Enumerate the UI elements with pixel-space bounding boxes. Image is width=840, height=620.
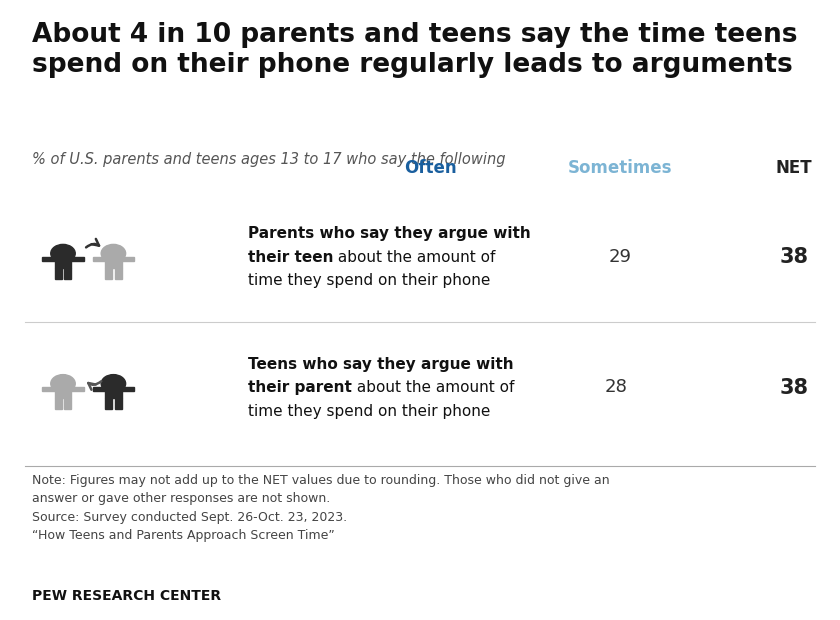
Text: NET: NET: [775, 159, 812, 177]
Text: 38: 38: [780, 378, 808, 397]
Text: 10: 10: [418, 378, 444, 397]
Text: About 4 in 10 parents and teens say the time teens
spend on their phone regularl: About 4 in 10 parents and teens say the …: [32, 22, 797, 78]
Text: their parent: their parent: [248, 380, 352, 395]
Text: Teens who say they argue with: Teens who say they argue with: [248, 356, 513, 371]
Text: Sometimes: Sometimes: [568, 159, 673, 177]
Text: their teen: their teen: [248, 250, 333, 265]
Text: Note: Figures may not add up to the NET values due to rounding. Those who did no: Note: Figures may not add up to the NET …: [32, 474, 610, 542]
Text: Often: Often: [405, 159, 457, 177]
Text: 10: 10: [418, 248, 444, 267]
Text: time they spend on their phone: time they spend on their phone: [248, 273, 491, 288]
Text: PEW RESEARCH CENTER: PEW RESEARCH CENTER: [32, 588, 221, 603]
Text: about the amount of: about the amount of: [352, 380, 514, 395]
Text: about the amount of: about the amount of: [333, 250, 496, 265]
Text: Parents who say they argue with: Parents who say they argue with: [248, 226, 531, 241]
Text: 38: 38: [780, 247, 808, 267]
Text: 28: 28: [604, 378, 627, 397]
Text: time they spend on their phone: time they spend on their phone: [248, 404, 491, 418]
Text: 29: 29: [609, 248, 632, 267]
Text: % of U.S. parents and teens ages 13 to 17 who say the following: % of U.S. parents and teens ages 13 to 1…: [32, 152, 506, 167]
